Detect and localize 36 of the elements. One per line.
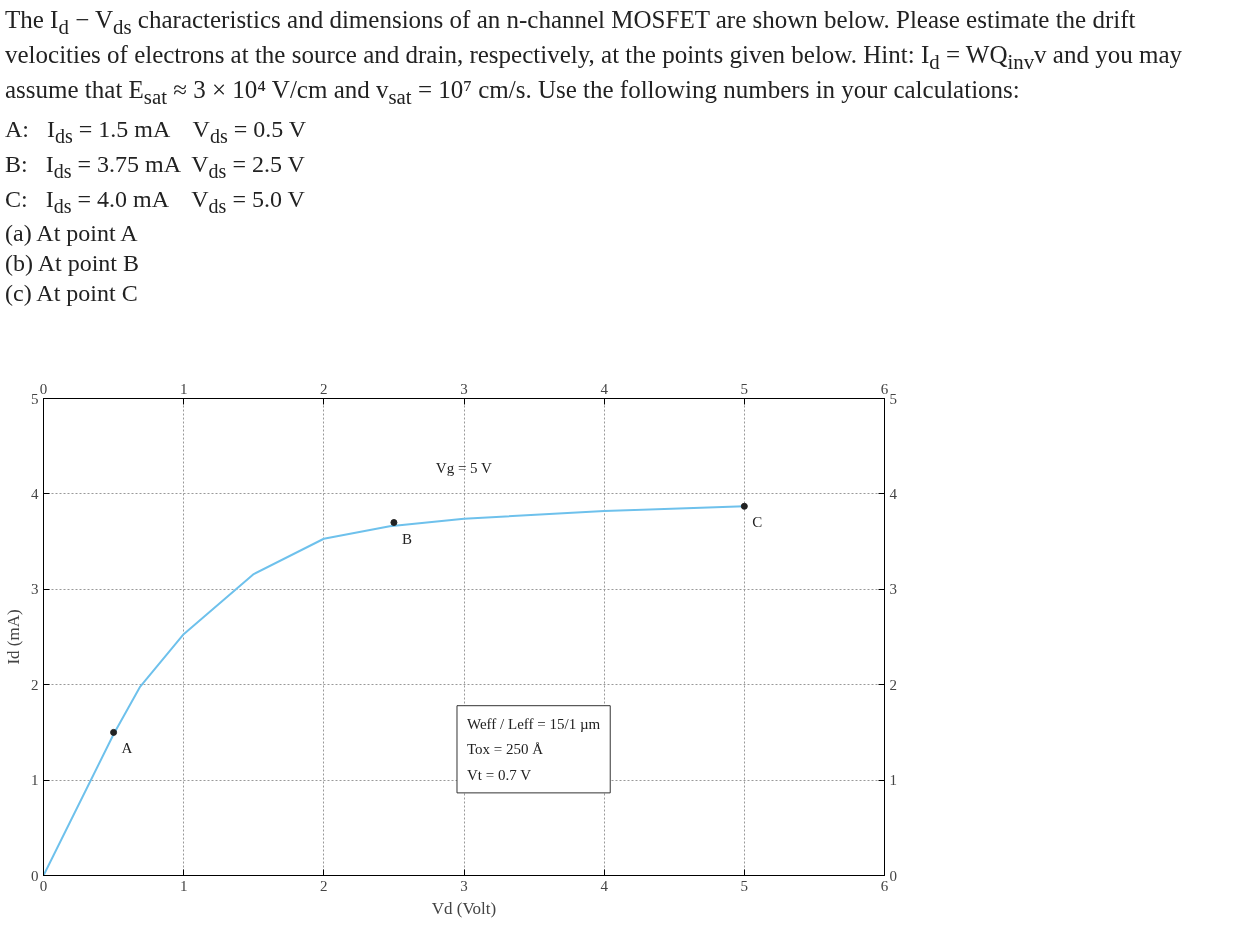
x-tick-label: 6	[880, 380, 889, 397]
text: Vg = 5 V	[435, 459, 493, 476]
annotation: B	[401, 530, 412, 547]
y2-tick-label: 2	[889, 676, 897, 693]
x-tick-label: 4	[600, 380, 609, 397]
x-tick-label: 3	[460, 380, 468, 397]
x2-tick-label: 5	[740, 877, 749, 894]
y2-tick-label: 0	[889, 867, 897, 884]
y-tick-label: 2	[31, 676, 39, 693]
annotation: Tox = 250 Å	[466, 741, 544, 758]
x2-tick-label: 2	[320, 877, 328, 894]
x-tick-label: 5	[740, 380, 749, 397]
point	[390, 519, 398, 527]
y-tick-label: 4	[31, 485, 39, 502]
x-tick-label: 2	[320, 380, 328, 397]
annotation: Weff / Leff = 15/1 µm	[466, 715, 601, 732]
x2-tick-label: 4	[600, 877, 609, 894]
y-axis-title: Id (mA)	[4, 609, 23, 665]
y-tick-label: 3	[31, 581, 39, 598]
x2-tick-label: 6	[880, 877, 889, 894]
y2-tick-label: 1	[889, 772, 897, 789]
annotation: A	[121, 740, 133, 757]
point	[110, 728, 118, 736]
y-tick-label: 1	[31, 772, 39, 789]
y-tick-label: 0	[31, 867, 39, 884]
y2-tick-label: 3	[889, 581, 897, 598]
annotation: Vt = 0.7 V	[466, 766, 532, 783]
chart-title: The I$_{d}$ − V$_{ds}$ characteristics and dimensions of an n-channel MOSFET are shown below. Please estimate the drift velocities of electrons at the source and drain, respectively, at the points given below. Hint: I$_{d}$ = WQ$_{inv}$v and you may assume that E$_{sat}$ ≈ 3 × 10⁴ V/cm and v$_{sat}$ = 10⁷ cm/s. Use the following numbers in your calculations:	[5, 6, 1182, 109]
text: A: I$_{ds}$ = 1.5 mA V$_{ds}$ = 0.5 V B: I$_{ds}$ = 3.75 mA V$_{ds}$ = 2.5 V C: I$_{ds}$ = 4.0 mA V$_{ds}$ = 5.0 V (a) At point A (b) At point B (c) At point C	[5, 115, 307, 307]
point	[740, 502, 748, 510]
annotation: C	[752, 514, 763, 531]
x2-tick-label: 3	[460, 877, 468, 894]
x-axis-title: Vd (Volt)	[431, 898, 497, 918]
y2-tick-label: 4	[889, 485, 898, 502]
x2-tick-label: 1	[179, 877, 188, 894]
x-tick-label: 1	[179, 380, 188, 397]
